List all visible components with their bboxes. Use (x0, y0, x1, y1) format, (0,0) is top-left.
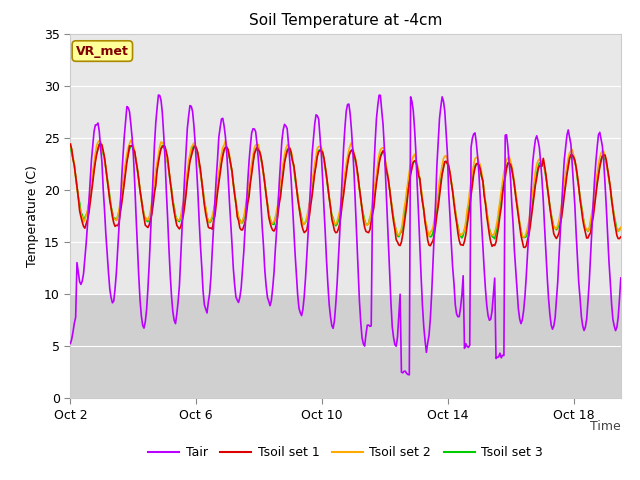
Y-axis label: Temperature (C): Temperature (C) (26, 165, 38, 267)
Bar (70, 294, 621, 398)
Text: VR_met: VR_met (76, 45, 129, 58)
Legend: Tair, Tsoil set 1, Tsoil set 2, Tsoil set 3: Tair, Tsoil set 1, Tsoil set 2, Tsoil se… (143, 441, 548, 464)
Title: Soil Temperature at -4cm: Soil Temperature at -4cm (249, 13, 442, 28)
Text: Time: Time (590, 420, 621, 433)
